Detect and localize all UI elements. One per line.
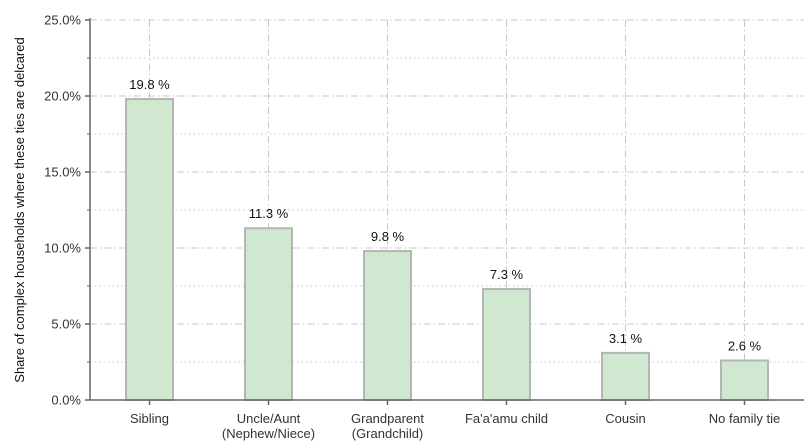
bar xyxy=(244,227,293,401)
data-label: 7.3 % xyxy=(490,267,524,282)
bar xyxy=(720,359,769,402)
x-tick-label: Cousin xyxy=(605,411,645,426)
bar xyxy=(125,98,174,401)
axes xyxy=(85,18,804,405)
y-tick-label: 0.0% xyxy=(51,393,81,408)
x-tick-label: Grandparent (Grandchild) xyxy=(351,411,424,441)
data-label: 19.8 % xyxy=(129,77,170,92)
bar xyxy=(363,250,412,401)
data-label: 3.1 % xyxy=(609,331,643,346)
bars xyxy=(125,98,769,402)
y-tick-label: 15.0% xyxy=(44,165,81,180)
x-tick-label: Fa'a'amu child xyxy=(465,411,548,426)
y-tick-label: 20.0% xyxy=(44,89,81,104)
labels: 0.0% 5.0% 10.0% 15.0% 20.0% 25.0% Sibling Uncle… xyxy=(44,13,780,442)
grid-lines xyxy=(90,19,804,400)
data-label: 11.3 % xyxy=(249,206,289,221)
y-tick-label: 10.0% xyxy=(44,241,81,256)
x-tick-label: Sibling xyxy=(130,411,169,426)
y-tick-label: 5.0% xyxy=(51,317,81,332)
bar xyxy=(601,351,650,402)
bar xyxy=(482,288,531,402)
y-tick-label: 25.0% xyxy=(44,13,81,28)
x-tick-label: Uncle/Aunt (Nephew/Niece) xyxy=(222,411,315,441)
x-tick-label: No family tie xyxy=(709,411,781,426)
y-axis-title: Share of complex households where these … xyxy=(12,37,27,382)
data-label: 2.6 % xyxy=(728,338,762,353)
data-label: 9.8 % xyxy=(371,229,405,244)
